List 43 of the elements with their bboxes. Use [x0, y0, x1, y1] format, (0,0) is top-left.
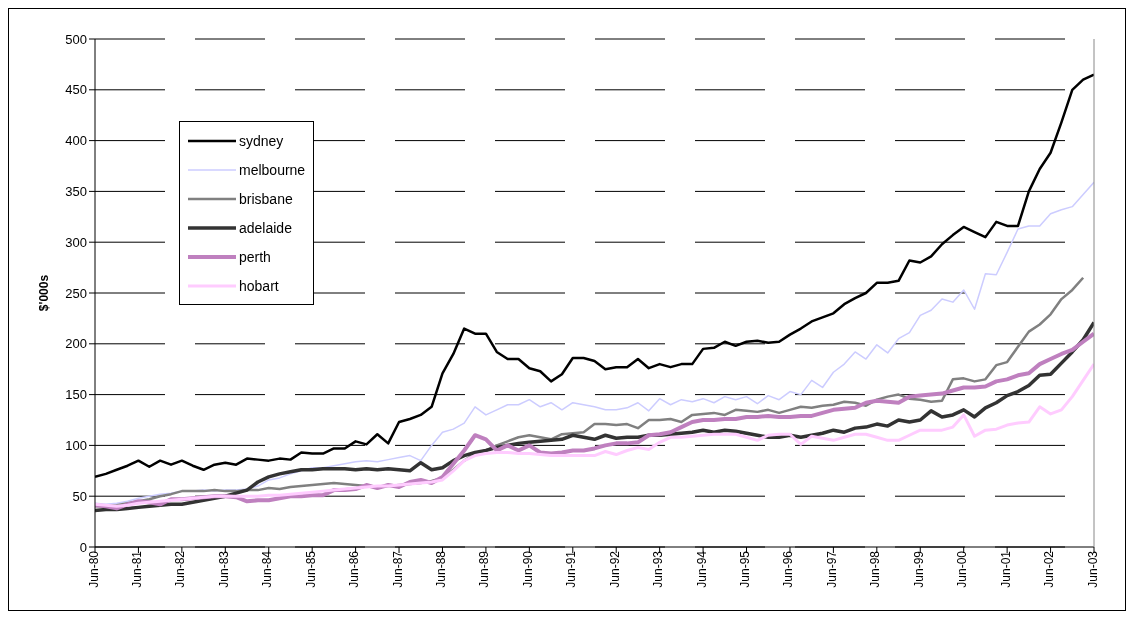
x-tick-label: Jun-03	[1085, 550, 1100, 588]
x-tick-label: Jun-97	[824, 550, 839, 588]
x-tick-label: Jun-84	[260, 550, 275, 588]
y-tick-label: 250	[65, 285, 87, 301]
y-tick-label: 400	[65, 133, 87, 149]
x-tick-label: Jun-87	[390, 550, 405, 588]
legend-label: melbourne	[239, 161, 306, 178]
x-tick-label: Jun-81	[129, 550, 144, 588]
y-tick-label: 300	[65, 234, 87, 250]
x-tick-label: Jun-86	[347, 550, 362, 588]
x-tick-label: Jun-98	[868, 550, 883, 588]
x-tick-label: Jun-95	[738, 550, 753, 588]
y-tick-label: 0	[79, 539, 87, 555]
line-series	[95, 362, 1094, 508]
y-tick-label: 500	[65, 31, 87, 47]
x-tick-label: Jun-00	[955, 550, 970, 588]
legend-label: hobart	[239, 277, 279, 294]
x-tick-label: Jun-82	[173, 550, 188, 588]
x-tick-label: Jun-89	[477, 550, 492, 588]
legend-label: perth	[239, 248, 271, 265]
x-tick-label: Jun-93	[651, 550, 666, 588]
y-axis-title: $'000s	[37, 274, 52, 312]
legend-label: sydney	[239, 132, 284, 149]
x-tick-label: Jun-94	[694, 550, 709, 588]
y-tick-label: 50	[72, 488, 87, 504]
x-tick-label: Jun-83	[216, 550, 231, 588]
x-tick-label: Jun-01	[998, 550, 1013, 588]
y-tick-label: 100	[65, 438, 87, 454]
legend-label: brisbane	[239, 190, 293, 207]
x-tick-label: Jun-90	[520, 550, 535, 588]
y-tick-label: 350	[65, 184, 87, 200]
legend-label: adelaide	[239, 219, 292, 236]
x-tick-label: Jun-91	[564, 550, 579, 588]
x-tick-label: Jun-85	[303, 550, 318, 588]
x-tick-label: Jun-80	[86, 550, 101, 588]
y-tick-label: 150	[65, 387, 87, 403]
y-tick-label: 200	[65, 336, 87, 352]
x-tick-label: Jun-88	[434, 550, 448, 588]
y-tick-label: 450	[65, 82, 87, 98]
x-tick-label: Jun-02	[1042, 550, 1057, 588]
x-tick-label: Jun-92	[607, 550, 622, 588]
x-tick-label: Jun-99	[911, 550, 926, 588]
x-tick-label: Jun-96	[781, 550, 796, 588]
